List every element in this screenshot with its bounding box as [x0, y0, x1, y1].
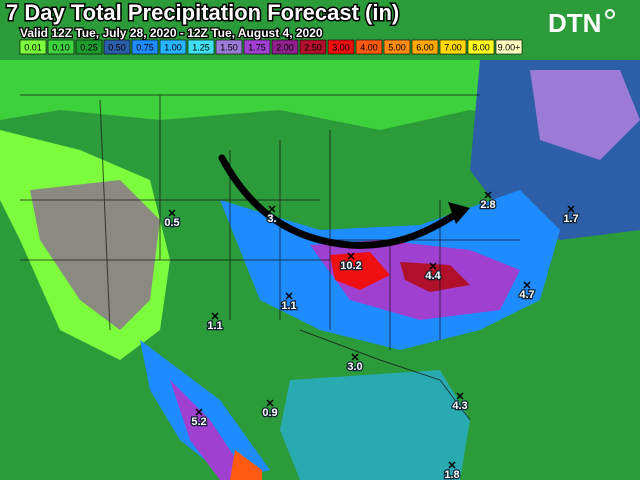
gulf-rain — [280, 370, 470, 480]
legend-label: 4.00 — [360, 42, 378, 52]
arrow-head — [448, 202, 470, 224]
legend-swatch — [439, 39, 467, 55]
legend-label: 6.00 — [416, 42, 434, 52]
map-value-label: 2.8 — [480, 199, 495, 211]
legend-label: 0.50 — [108, 42, 126, 52]
legend-swatch — [75, 39, 103, 55]
legend-label: 5.00 — [388, 42, 406, 52]
legend-label: 1.25 — [192, 42, 210, 52]
legend-label: 7.00 — [444, 42, 462, 52]
map-value-label: 1.1 — [207, 320, 222, 332]
map-value-label: 1.1 — [281, 300, 296, 312]
station-marker — [523, 281, 531, 289]
station-marker — [347, 252, 355, 260]
station-marker — [266, 399, 274, 407]
legend-label: 0.25 — [80, 42, 98, 52]
northeast-heavy — [530, 70, 640, 160]
legend-label: 1.50 — [220, 42, 238, 52]
station-marker — [448, 461, 456, 469]
map-value-label: 0.9 — [262, 407, 277, 419]
legend-swatch — [271, 39, 299, 55]
legend-swatch — [383, 39, 411, 55]
subtitle: Valid 12Z Tue, July 28, 2020 - 12Z Tue, … — [20, 26, 323, 40]
station-marker — [429, 262, 437, 270]
station-marker — [211, 312, 219, 320]
legend-label: 8.00 — [472, 42, 490, 52]
mexico-heavy — [170, 380, 250, 480]
map-value-label: 0.5 — [164, 217, 179, 229]
legend-swatch — [215, 39, 243, 55]
legend-label: 1.75 — [248, 42, 266, 52]
map-value-label: 1.8 — [444, 469, 459, 480]
map-value-label: 4.4 — [425, 270, 441, 282]
legend-swatch — [355, 39, 383, 55]
legend-swatch — [103, 39, 131, 55]
legend-swatch — [467, 39, 495, 55]
mexico-rain — [140, 340, 270, 480]
legend-label: 0.75 — [136, 42, 154, 52]
map-value-label: 5.2 — [191, 416, 206, 428]
legend-swatch — [299, 39, 327, 55]
legend-label: 0.01 — [24, 42, 42, 52]
legend-swatch — [131, 39, 159, 55]
station-marker — [484, 191, 492, 199]
legend-swatch — [327, 39, 355, 55]
legend-label: 2.00 — [276, 42, 294, 52]
dry-west — [30, 180, 160, 330]
station-marker — [285, 292, 293, 300]
max-rain — [330, 252, 390, 290]
storm-track-arrow — [218, 154, 464, 249]
station-marker — [168, 209, 176, 217]
legend-swatch — [411, 39, 439, 55]
station-marker — [567, 205, 575, 213]
legend-swatch — [159, 39, 187, 55]
legend-swatch — [47, 39, 75, 55]
station-marker — [268, 205, 276, 213]
map-labels: 0.5 3. 10.2 4.4 2.8 1.7 4.7 1.1 1.1 3.0 0.9 5.2 4.3 1… — [163, 191, 580, 480]
legend-label: 9.00+ — [498, 42, 521, 52]
legend-label: 3.00 — [332, 42, 350, 52]
logo: DTN — [548, 8, 601, 38]
legend-label: 1.00 — [164, 42, 182, 52]
legend-label: 0.10 — [52, 42, 70, 52]
legend-swatch — [243, 39, 271, 55]
station-marker — [195, 408, 203, 416]
map-value-label: 1.7 — [563, 213, 578, 225]
map-value-label: 3.0 — [347, 361, 362, 373]
map-value-label: 4.7 — [519, 289, 534, 301]
station-marker — [456, 392, 464, 400]
title: 7 Day Total Precipitation Forecast (in) — [6, 0, 399, 25]
legend-label: 2.50 — [304, 42, 322, 52]
station-marker — [351, 353, 359, 361]
state-borders — [20, 94, 520, 421]
map-value-label: 10.2 — [340, 260, 361, 272]
map-value-label: 4.3 — [452, 400, 467, 412]
mexico-max — [230, 450, 262, 480]
logo-mark — [605, 9, 615, 19]
legend-swatch — [19, 39, 47, 55]
map-value-label: 3. — [267, 213, 276, 225]
legend-swatch — [187, 39, 215, 55]
legend-swatch — [495, 39, 523, 55]
max-rain-2 — [400, 262, 470, 292]
legend: 0.01 0.10 0.25 0.50 0.75 1.00 1.25 1.50 1.75 2.00… — [19, 39, 523, 55]
